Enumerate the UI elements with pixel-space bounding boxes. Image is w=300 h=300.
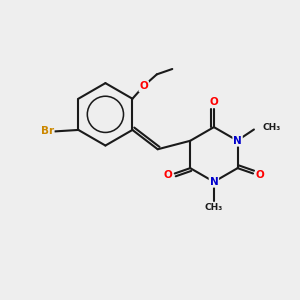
Text: Br: Br <box>40 126 54 136</box>
Text: O: O <box>256 170 265 180</box>
Text: O: O <box>140 81 148 91</box>
Text: O: O <box>163 170 172 180</box>
Text: N: N <box>233 136 242 146</box>
Text: CH₃: CH₃ <box>205 202 223 211</box>
Text: N: N <box>209 177 218 187</box>
Text: CH₃: CH₃ <box>262 123 280 132</box>
Text: O: O <box>209 97 218 107</box>
